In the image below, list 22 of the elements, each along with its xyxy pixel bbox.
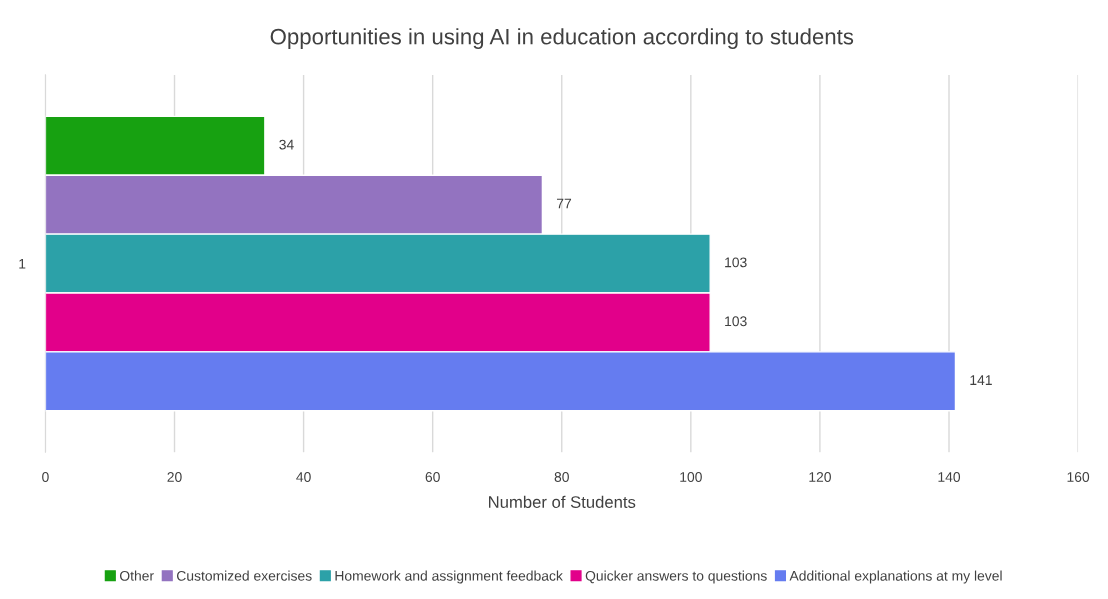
- legend-label: Other: [120, 570, 154, 581]
- legend-label: Additional explanations at my level: [789, 570, 1002, 584]
- x-tick-label: 100: [680, 472, 702, 482]
- data-label: 141: [970, 375, 992, 385]
- data-label: 103: [725, 257, 747, 268]
- x-axis-title: Number of Students: [489, 495, 636, 508]
- y-tick-label: 1: [19, 259, 26, 269]
- x-tick-label: 40: [296, 472, 311, 482]
- x-tick-label: 120: [809, 472, 831, 482]
- x-tick-label: 80: [554, 472, 569, 482]
- chart-title: Opportunities in using AI in education according to students: [270, 28, 854, 49]
- x-tick-label: 60: [425, 472, 440, 482]
- x-tick-label: 20: [167, 472, 182, 482]
- x-tick-label: 160: [1067, 472, 1090, 482]
- legend-label: Quicker answers to questions: [585, 570, 767, 584]
- x-tick-label: 0: [42, 472, 49, 482]
- legend-label: Customized exercises: [177, 570, 312, 581]
- legend-label: Homework and assignment feedback: [335, 570, 563, 584]
- data-label: 77: [556, 198, 572, 209]
- x-tick-label: 140: [938, 472, 961, 482]
- data-label: 34: [279, 139, 294, 150]
- data-label: 103: [725, 316, 747, 327]
